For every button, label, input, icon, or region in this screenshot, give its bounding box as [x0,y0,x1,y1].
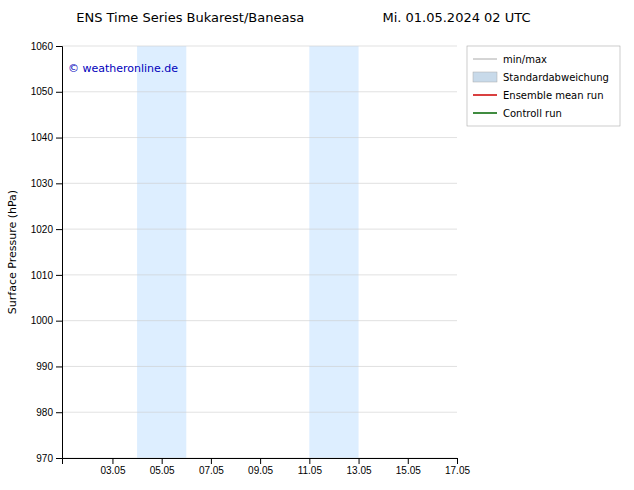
y-axis-title: Surface Pressure (hPa) [6,190,19,314]
x-tick-label: 03.05 [100,465,125,476]
y-tick: 1000 [31,315,62,326]
x-tick-mark [309,458,310,464]
x-tick-label: 07.05 [199,465,224,476]
x-tick-label: 11.05 [298,465,323,476]
y-tick: 970 [36,453,62,464]
y-axis-line [56,47,63,459]
x-tick-label: 17.05 [445,465,470,476]
x-tick: 17.05 [445,458,470,476]
x-tick-mark [260,458,261,464]
grid-line [62,412,457,413]
y-tick-label: 1030 [31,178,54,189]
grid-line [62,320,457,321]
y-tick-mark [56,412,62,413]
x-tick-mark [112,458,113,464]
x-tick-mark [211,458,212,464]
x-tick: 15.05 [396,458,421,476]
x-tick-label: 13.05 [347,465,372,476]
legend-label: Controll run [503,108,562,119]
y-tick-label: 1060 [31,41,54,52]
plot: 03.05 05.05 07.05 09.05 11.05 13.05 15.05 17.05… [31,41,471,476]
grid-line [62,46,457,47]
y-axis: 970 980 990 1000 1010 1020 1030 1040 1050 1060 [31,41,63,464]
y-tick-mark [56,183,62,184]
x-tick: 11.05 [298,458,323,476]
x-tick-mark [457,458,458,464]
legend-swatch [473,94,497,96]
y-tick: 1040 [31,132,62,143]
marks [137,46,358,458]
x-tick: 05.05 [150,458,175,476]
legend: min/max Standardabweichung Ensemble mean r… [467,46,620,126]
legend-swatch [473,72,497,82]
legend-item: Ensemble mean run [473,90,604,101]
y-tick-mark [56,138,62,139]
legend-item: min/max [473,54,547,65]
subtitle: Mi. 01.05.2024 02 UTC [382,10,530,25]
y-tick-label: 980 [36,407,53,418]
grid-line [62,137,457,138]
y-tick-label: 970 [36,453,53,464]
chart: ENS Time Series Bukarest/Baneasa Mi. 01.0… [0,0,634,490]
y-tick-mark [56,229,62,230]
legend-frame [467,46,620,126]
grid-line [62,91,457,92]
grid-line [62,183,457,184]
shaded-region [309,46,358,458]
title: ENS Time Series Bukarest/Baneasa [76,10,304,25]
grid-line [62,366,457,367]
x-tick-label: 09.05 [248,465,273,476]
annotation: © weatheronline.de [68,62,178,75]
x-tick: 13.05 [347,458,372,476]
grid-line [62,229,457,230]
y-tick: 1020 [31,224,62,235]
legend-swatch [473,112,497,114]
x-tick-mark [162,458,163,464]
legend-label: Standardabweichung [503,72,609,83]
y-tick: 980 [36,407,62,418]
y-tick: 1030 [31,178,62,189]
y-tick: 1010 [31,270,62,281]
y-tick-mark [56,275,62,276]
x-tick: 07.05 [199,458,224,476]
x-tick-mark [408,458,409,464]
x-tick-label: 15.05 [396,465,421,476]
legend-label: Ensemble mean run [503,90,604,101]
legend-swatch [473,59,497,60]
x-tick: 03.05 [100,458,125,476]
shaded-region [137,46,186,458]
legend-item: Standardabweichung [473,72,609,83]
grid-line [62,274,457,275]
x-tick-label: 05.05 [150,465,175,476]
y-tick-mark [56,366,62,367]
y-tick-mark [56,458,62,459]
x-tick: 09.05 [248,458,273,476]
x-axis-line [63,459,458,465]
y-tick-mark [56,46,62,47]
y-tick: 990 [36,361,62,372]
x-axis: 03.05 05.05 07.05 09.05 11.05 13.05 15.05 17.05 [63,458,471,476]
y-tick-label: 1050 [31,86,54,97]
legend-label: min/max [503,54,547,65]
x-tick-mark [359,458,360,464]
y-tick-label: 1040 [31,132,54,143]
y-tick-label: 1020 [31,224,54,235]
grid [62,46,457,458]
y-tick-mark [56,92,62,93]
y-tick-label: 1010 [31,270,54,281]
legend-item: Controll run [473,108,562,119]
y-tick-label: 1000 [31,315,54,326]
y-tick-mark [56,321,62,322]
y-tick: 1050 [31,86,62,97]
y-tick: 1060 [31,41,62,52]
y-tick-label: 990 [36,361,53,372]
